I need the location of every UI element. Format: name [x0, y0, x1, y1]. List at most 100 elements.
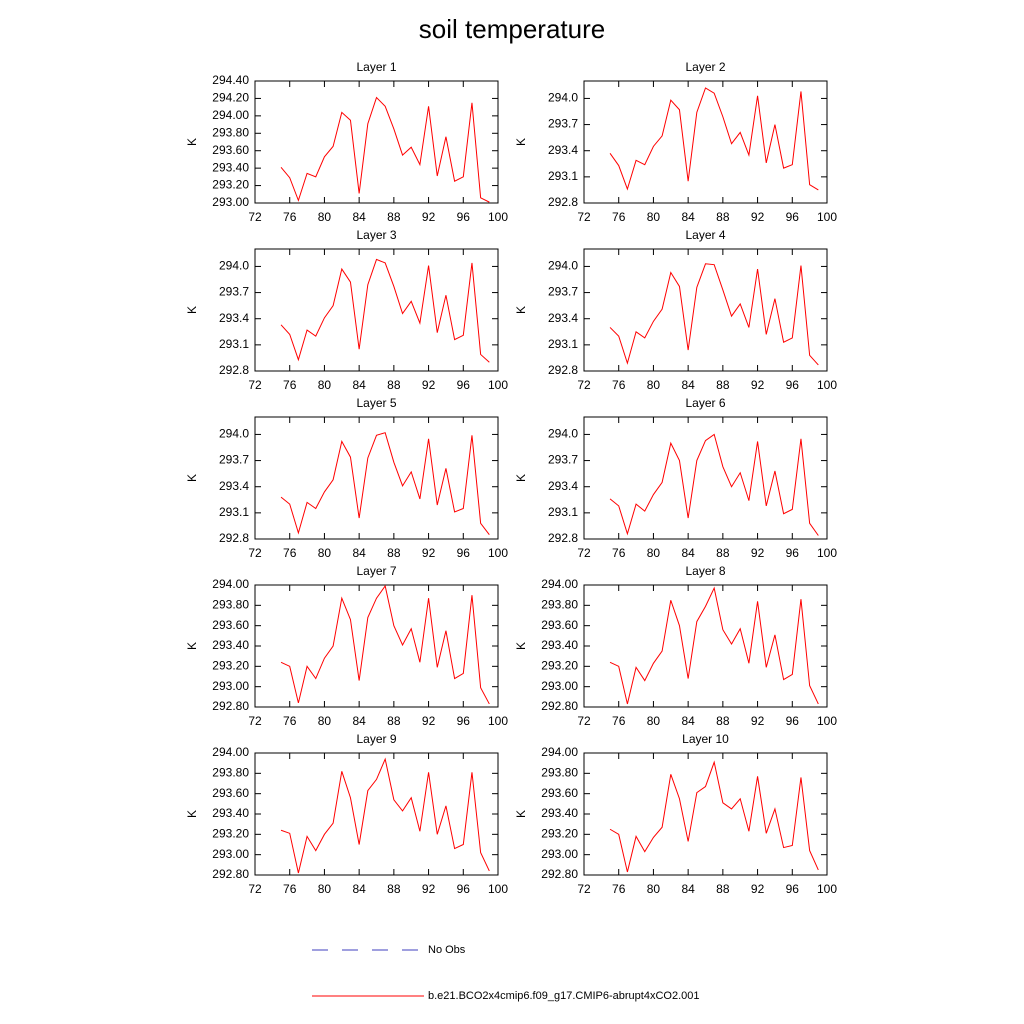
x-tick-label: 88	[387, 210, 401, 224]
x-tick-label: 88	[716, 378, 730, 392]
series-line	[609, 760, 819, 873]
y-tick-label: 293.1	[219, 337, 249, 351]
x-tick-label: 92	[751, 210, 765, 224]
y-tick-label: 293.1	[548, 337, 578, 351]
x-tick-label: 76	[612, 546, 626, 560]
panel-title: Layer 6	[685, 396, 725, 410]
y-tick-label: 292.8	[548, 531, 578, 545]
y-tick-label: 292.8	[548, 195, 578, 209]
x-tick-label: 80	[647, 714, 661, 728]
plot-frame	[583, 416, 828, 540]
y-tick-label: 292.8	[219, 363, 249, 377]
series-line	[280, 258, 490, 363]
x-tick-label: 100	[488, 714, 508, 728]
x-tick-label: 72	[577, 882, 591, 896]
panel-title: Layer 7	[356, 564, 396, 578]
x-tick-label: 88	[387, 546, 401, 560]
x-tick-label: 96	[457, 546, 471, 560]
x-tick-label: 96	[786, 210, 800, 224]
y-tick-label: 294.00	[212, 745, 249, 759]
y-tick-label: 293.40	[541, 806, 578, 820]
y-tick-label: 293.1	[548, 505, 578, 519]
y-tick-label: 293.60	[212, 143, 249, 157]
y-axis-label: K	[514, 306, 528, 314]
plot-frame	[583, 584, 828, 708]
y-axis-label: K	[185, 642, 199, 650]
x-tick-label: 84	[681, 882, 695, 896]
y-tick-label: 293.20	[541, 827, 578, 841]
y-axis-label: K	[185, 810, 199, 818]
panel-title: Layer 10	[682, 732, 729, 746]
x-tick-label: 76	[283, 378, 297, 392]
x-tick-label: 76	[612, 378, 626, 392]
plot-frame	[254, 416, 499, 540]
x-tick-label: 88	[716, 882, 730, 896]
x-tick-label: 96	[457, 210, 471, 224]
y-tick-label: 294.20	[212, 91, 249, 105]
panel-title: Layer 3	[356, 228, 396, 242]
y-tick-label: 293.60	[541, 618, 578, 632]
x-tick-label: 92	[751, 714, 765, 728]
y-tick-label: 293.1	[219, 505, 249, 519]
x-tick-label: 100	[817, 714, 837, 728]
x-tick-label: 84	[681, 378, 695, 392]
x-tick-label: 76	[612, 714, 626, 728]
y-tick-label: 293.1	[548, 169, 578, 183]
x-tick-label: 80	[647, 210, 661, 224]
x-tick-label: 92	[751, 546, 765, 560]
x-tick-label: 100	[488, 546, 508, 560]
y-axis-label: K	[514, 810, 528, 818]
y-tick-label: 294.0	[219, 259, 249, 273]
x-tick-label: 84	[681, 714, 695, 728]
y-tick-label: 292.80	[212, 867, 249, 881]
panel-title: Layer 8	[685, 564, 725, 578]
x-tick-label: 96	[786, 882, 800, 896]
x-tick-label: 80	[318, 546, 332, 560]
x-tick-label: 96	[786, 546, 800, 560]
y-tick-label: 293.40	[212, 806, 249, 820]
plot-frame	[583, 80, 828, 204]
y-tick-label: 293.00	[212, 679, 249, 693]
x-tick-label: 92	[422, 546, 436, 560]
x-tick-label: 84	[352, 714, 366, 728]
x-tick-label: 76	[612, 210, 626, 224]
x-tick-label: 96	[786, 714, 800, 728]
y-tick-label: 294.00	[212, 108, 249, 122]
figure-title: soil temperature	[419, 14, 605, 44]
y-tick-label: 293.40	[212, 638, 249, 652]
plot-frame	[254, 752, 499, 876]
y-tick-label: 293.80	[541, 766, 578, 780]
x-tick-label: 100	[817, 210, 837, 224]
y-tick-label: 293.7	[548, 117, 578, 131]
series-line	[280, 96, 490, 203]
y-axis-label: K	[514, 642, 528, 650]
x-tick-label: 88	[387, 882, 401, 896]
x-tick-label: 100	[488, 210, 508, 224]
x-tick-label: 76	[283, 210, 297, 224]
y-tick-label: 292.8	[219, 531, 249, 545]
y-tick-label: 293.4	[219, 311, 249, 325]
x-tick-label: 92	[751, 882, 765, 896]
x-tick-label: 72	[248, 546, 262, 560]
x-tick-label: 92	[422, 378, 436, 392]
y-tick-label: 293.20	[212, 659, 249, 673]
y-tick-label: 293.80	[212, 125, 249, 139]
x-tick-label: 96	[457, 714, 471, 728]
x-tick-label: 92	[751, 378, 765, 392]
x-tick-label: 92	[422, 882, 436, 896]
y-tick-label: 293.40	[212, 160, 249, 174]
panel-title: Layer 4	[685, 228, 725, 242]
x-tick-label: 100	[817, 546, 837, 560]
x-tick-label: 84	[681, 210, 695, 224]
x-tick-label: 84	[352, 378, 366, 392]
x-tick-label: 80	[318, 378, 332, 392]
x-tick-label: 88	[387, 378, 401, 392]
legend-label: No Obs	[428, 944, 466, 956]
series-line	[609, 586, 819, 705]
y-tick-label: 294.0	[548, 427, 578, 441]
y-tick-label: 293.7	[219, 285, 249, 299]
y-axis-label: K	[185, 138, 199, 146]
series-line	[609, 433, 819, 536]
y-tick-label: 293.7	[548, 453, 578, 467]
